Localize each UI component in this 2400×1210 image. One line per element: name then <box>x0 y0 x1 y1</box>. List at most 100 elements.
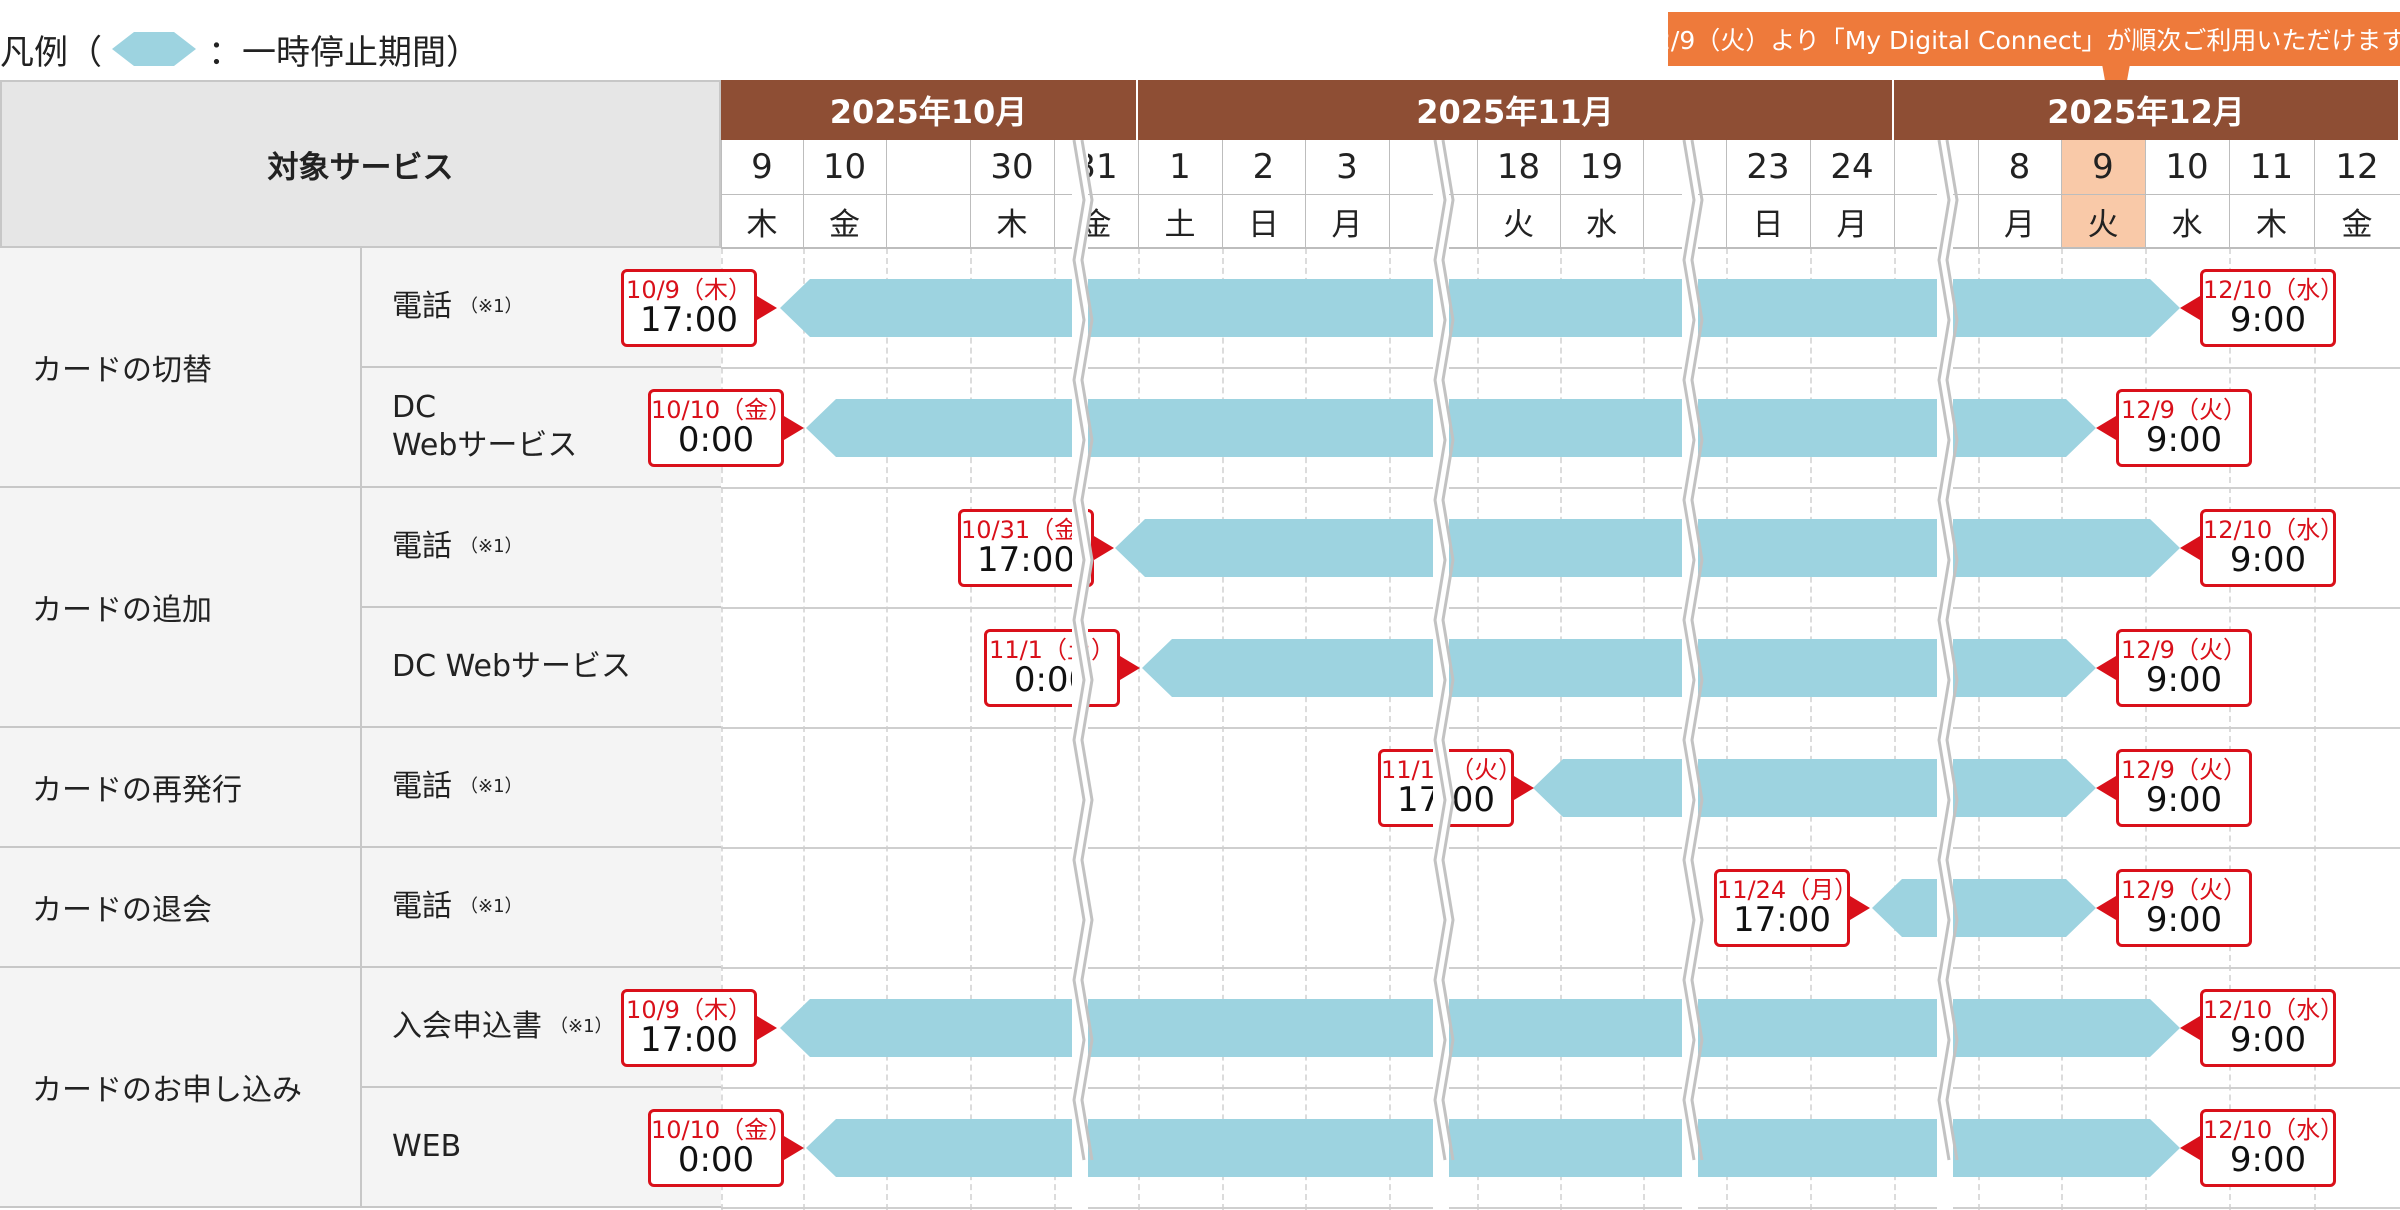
day-weekday: 土 <box>1164 206 1196 243</box>
day-number: 10 <box>822 147 867 187</box>
end-arrow <box>2096 416 2116 440</box>
day-weekday: 水 <box>1586 206 1617 243</box>
category-cell: カードの再発行 <box>0 728 362 848</box>
end-arrow <box>2096 656 2116 680</box>
footnote-mark: （※1） <box>460 896 523 917</box>
day-number: 24 <box>1830 147 1874 187</box>
start-date: 10/9（木） <box>626 995 752 1024</box>
start-arrow <box>1120 656 1140 680</box>
category-cell: カードの切替 <box>0 248 362 488</box>
start-date: 11/1（土） <box>989 635 1115 664</box>
footnote-mark: （※1） <box>460 536 523 557</box>
row-divider <box>721 847 2400 849</box>
service-label: WEB <box>392 1129 462 1164</box>
footnote-mark: （※1） <box>550 1016 613 1037</box>
legend-suffix: ：一時停止期間） <box>208 32 480 73</box>
service-cell: 電話 （※1） <box>362 848 721 968</box>
pause-period-bar <box>1115 519 2180 577</box>
header-grid-line <box>721 247 2400 249</box>
footnote-mark: （※1） <box>460 776 523 797</box>
day-number: 30 <box>990 147 1034 187</box>
end-date: 12/9（火） <box>2121 755 2247 784</box>
day-grid-line <box>1389 248 1391 1210</box>
start-time: 17:00 <box>977 539 1075 580</box>
day-grid-line <box>721 248 723 1210</box>
end-arrow <box>2180 296 2200 320</box>
start-time: 17:00 <box>1733 899 1831 940</box>
month-header: 2025年10月 <box>721 80 1138 140</box>
pause-end-tag: 12/10（水） 9:00 <box>2200 269 2344 347</box>
start-date: 10/9（木） <box>626 275 752 304</box>
day-number: 3 <box>1336 147 1358 187</box>
end-date: 12/10（水） <box>2203 1115 2345 1144</box>
day-number: 9 <box>2061 140 2145 194</box>
start-time: 17:00 <box>640 299 738 340</box>
day-weekday: 月 <box>1836 206 1868 243</box>
pause-end-tag: 12/10（水） 9:00 <box>2200 509 2344 587</box>
day-grid-line <box>1222 248 1224 1210</box>
service-label: 電話 <box>392 289 452 324</box>
day-number: 23 <box>1746 147 1790 187</box>
end-arrow <box>2180 1136 2200 1160</box>
day-grid-line <box>886 248 888 1210</box>
start-arrow <box>1850 896 1870 920</box>
service-label: 電話 <box>392 889 452 924</box>
end-date: 12/10（水） <box>2203 995 2345 1024</box>
end-time: 9:00 <box>2229 539 2307 580</box>
day-weekday: 月 <box>2004 206 2035 243</box>
category-cell: カードの退会 <box>0 848 362 968</box>
pause-period-bar <box>780 279 2180 337</box>
pause-end-tag: 12/10（水） 9:00 <box>2200 1109 2345 1187</box>
pause-start-tag: 10/10（金） 0:00 <box>648 1109 792 1187</box>
end-date: 12/9（火） <box>2121 635 2247 664</box>
end-arrow <box>2096 896 2116 920</box>
pause-end-tag: 12/10（水） 9:00 <box>2200 989 2345 1067</box>
legend: 凡例（ ：一時停止期間） <box>0 24 480 74</box>
day-number: 12 <box>2335 147 2379 187</box>
end-arrow <box>2096 776 2116 800</box>
day-grid-line <box>2314 248 2316 1210</box>
end-time: 9:00 <box>2229 1139 2307 1180</box>
day-number: 18 <box>1496 147 1541 187</box>
start-arrow <box>784 1136 804 1160</box>
row-divider <box>721 727 2400 729</box>
pause-period-bar <box>1533 759 2096 817</box>
day-grid-line <box>1138 248 1140 1210</box>
month-header: 2025年12月 <box>1894 80 2400 140</box>
day-grid-line <box>1978 248 1980 1210</box>
day-weekday: 木 <box>746 206 778 243</box>
day-number: 1 <box>1169 147 1191 187</box>
legend-prefix: 凡例（ <box>0 32 102 73</box>
pause-start-tag: 10/9（木） 17:00 <box>621 989 757 1067</box>
row-divider <box>721 1207 2400 1209</box>
footnote-mark: （※1） <box>460 296 523 317</box>
start-arrow <box>784 416 804 440</box>
start-arrow <box>1094 536 1114 560</box>
day-weekday: 月 <box>1331 206 1363 243</box>
pause-end-tag: 12/9（火） 9:00 <box>2116 869 2252 947</box>
day-grid-line <box>1810 248 1812 1210</box>
service-label: 電話 <box>392 529 452 564</box>
timeline-break <box>1433 140 1455 1210</box>
end-time: 9:00 <box>2145 779 2223 820</box>
start-date: 11/18（火） <box>1381 755 1523 784</box>
service-cell: 電話 （※1） <box>362 728 721 848</box>
start-arrow <box>1514 776 1534 800</box>
day-grid-line <box>1054 248 1056 1210</box>
start-date: 10/10（金） <box>651 395 793 424</box>
pause-period-bar <box>780 999 2180 1057</box>
service-column-header: 対象サービス <box>0 80 721 248</box>
end-time: 9:00 <box>2145 899 2223 940</box>
row-divider <box>721 367 2400 369</box>
pause-end-tag: 12/9（火） 9:00 <box>2116 749 2252 827</box>
service-cell: 電話 （※1） <box>362 488 721 608</box>
day-grid-line <box>1477 248 1479 1210</box>
day-number <box>886 140 970 194</box>
day-number: 8 <box>2008 147 2031 187</box>
service-cell: DC Webサービス <box>362 608 721 728</box>
end-time: 9:00 <box>2145 419 2223 460</box>
day-number: 2 <box>1252 147 1275 187</box>
day-weekday: 日 <box>1752 206 1784 243</box>
header-grid-line <box>721 194 2400 195</box>
category-cell: カードの追加 <box>0 488 362 728</box>
